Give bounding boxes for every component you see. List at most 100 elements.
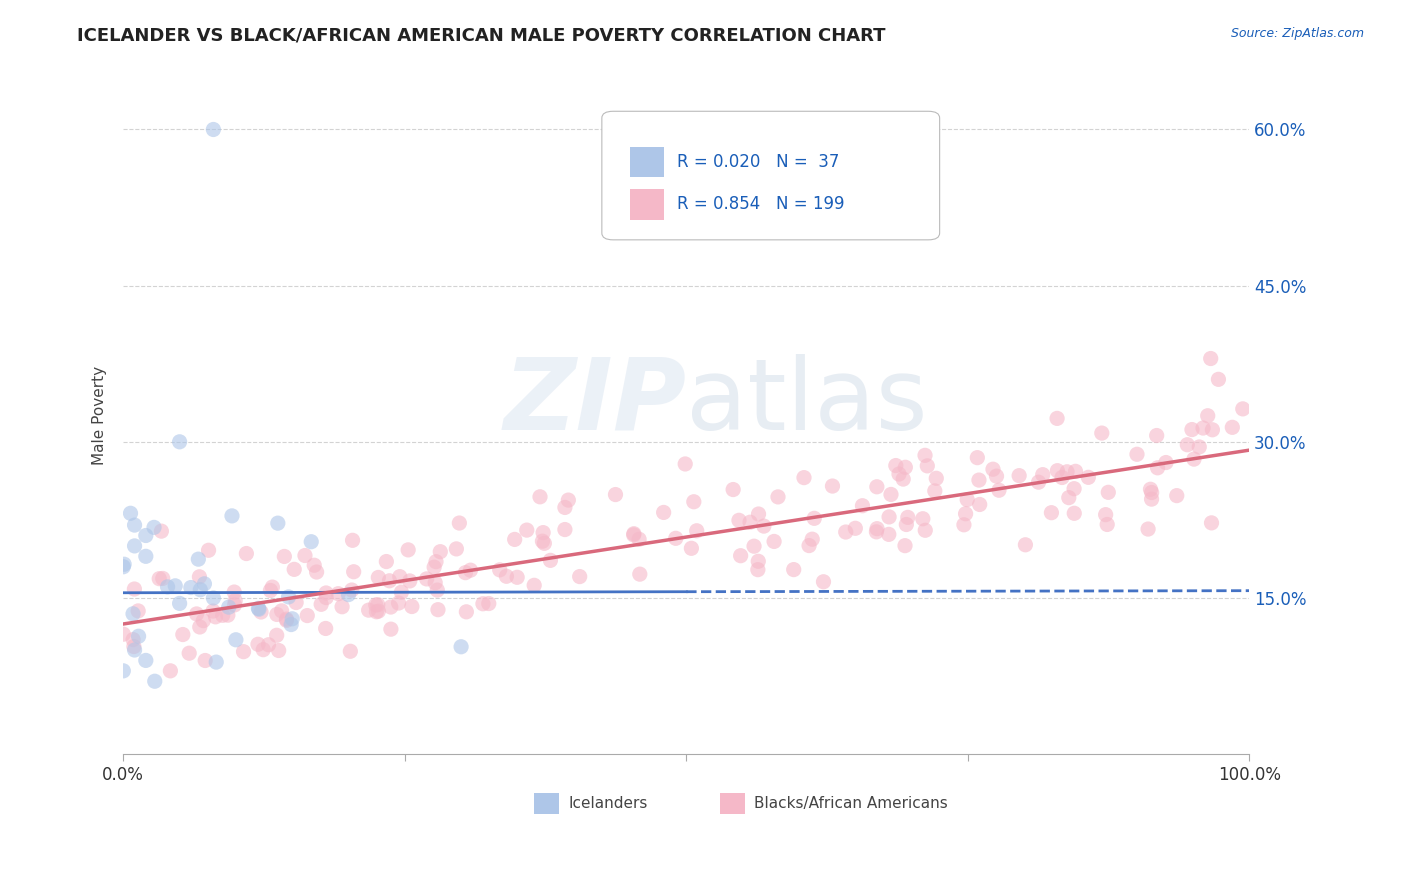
Point (1201, 423, 1223, 437)
Point (112, 558, 135, 572)
Point (884, 458, 907, 473)
Point (880, 487, 903, 501)
Point (955, 507, 977, 521)
Point (1028, 475, 1050, 490)
Point (156, 580, 179, 594)
Point (924, 483, 946, 498)
Point (969, 498, 991, 512)
Point (302, 558, 325, 573)
Point (894, 539, 917, 553)
Point (202, 591, 225, 605)
Point (1140, 485, 1163, 500)
Point (188, 582, 211, 597)
Point (250, 605, 273, 619)
Point (388, 569, 411, 583)
Point (877, 509, 900, 524)
Point (387, 596, 409, 610)
Point (953, 517, 976, 532)
Point (568, 569, 591, 583)
Point (628, 533, 651, 547)
Point (225, 632, 247, 647)
Point (423, 560, 446, 574)
Point (426, 602, 449, 616)
Point (112, 627, 135, 641)
Point (793, 470, 815, 484)
Point (686, 524, 709, 538)
Point (262, 580, 284, 594)
Point (1181, 423, 1204, 437)
Point (730, 549, 752, 563)
Point (531, 534, 554, 549)
Point (1077, 470, 1099, 484)
Point (127, 604, 149, 618)
Point (305, 565, 328, 579)
Point (488, 563, 510, 577)
Text: Blacks/African Americans: Blacks/African Americans (754, 796, 948, 811)
Point (247, 602, 270, 616)
Point (1175, 438, 1198, 452)
Point (188, 620, 211, 634)
Point (506, 570, 529, 584)
Point (894, 460, 917, 475)
Point (294, 549, 316, 563)
Point (357, 603, 380, 617)
Point (380, 600, 402, 615)
Point (159, 664, 181, 678)
Point (471, 597, 494, 611)
Point (398, 574, 420, 588)
Text: Source: ZipAtlas.com: Source: ZipAtlas.com (1230, 27, 1364, 40)
Point (172, 627, 194, 641)
Point (375, 555, 398, 569)
Point (801, 532, 824, 546)
Point (165, 579, 187, 593)
Point (531, 525, 554, 540)
Point (813, 574, 835, 589)
Point (380, 622, 402, 636)
Point (266, 607, 288, 622)
Point (605, 487, 627, 501)
Point (652, 505, 675, 519)
Point (1095, 517, 1118, 532)
Point (252, 642, 274, 657)
Point (1166, 489, 1188, 503)
Point (557, 493, 579, 508)
Point (1091, 426, 1114, 441)
Point (280, 617, 302, 632)
Point (1126, 447, 1149, 461)
Point (877, 527, 900, 541)
Bar (534, 793, 560, 814)
Point (259, 583, 281, 598)
Point (299, 534, 322, 549)
Point (763, 534, 786, 549)
Point (1192, 421, 1215, 435)
Point (267, 516, 290, 530)
Point (1046, 411, 1069, 425)
Point (742, 539, 765, 553)
Point (1182, 452, 1205, 467)
Point (366, 605, 388, 619)
Point (270, 604, 292, 618)
Point (315, 586, 337, 600)
Point (122, 607, 145, 621)
Point (851, 499, 873, 513)
Point (330, 599, 353, 614)
Point (315, 591, 337, 605)
Point (981, 462, 1004, 476)
Point (914, 448, 936, 462)
Point (986, 469, 1008, 483)
Point (315, 622, 337, 636)
Point (1139, 483, 1161, 497)
Point (169, 434, 191, 449)
Bar (630, 146, 664, 177)
Point (533, 536, 555, 550)
Point (211, 608, 233, 623)
Point (204, 610, 226, 624)
Point (1094, 508, 1116, 522)
Point (866, 522, 889, 536)
Point (1146, 428, 1168, 442)
Point (896, 517, 918, 532)
Point (523, 578, 546, 592)
Point (1097, 485, 1119, 500)
Point (267, 643, 290, 657)
Point (1056, 465, 1078, 479)
